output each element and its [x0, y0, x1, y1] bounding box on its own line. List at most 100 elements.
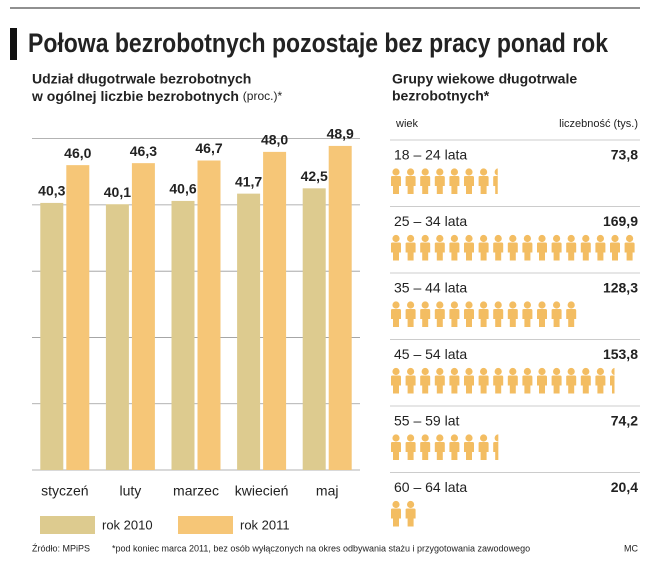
person-icon [478, 168, 489, 194]
author: MC [624, 543, 638, 553]
x-tick-label: luty [120, 483, 142, 499]
legend-label: rok 2011 [240, 517, 290, 532]
person-icon [566, 301, 577, 327]
column-header: wiek [395, 118, 419, 130]
person-icon [434, 367, 445, 394]
person-icon [624, 234, 635, 261]
person-icon [507, 301, 518, 327]
value-label: 40,3 [38, 183, 65, 199]
bar [40, 202, 64, 470]
person-icon [478, 234, 489, 261]
value-label: 20,4 [611, 479, 638, 495]
person-icon [478, 434, 489, 460]
x-tick-label: marzec [173, 483, 219, 499]
person-icon [478, 301, 489, 327]
title-marker [10, 28, 17, 60]
person-icon [449, 234, 460, 261]
value-label: 40,1 [104, 184, 131, 200]
legend-label: rok 2010 [102, 517, 153, 532]
person-icon [391, 234, 401, 261]
value-label: 73,8 [611, 147, 638, 163]
person-icon [405, 434, 416, 460]
x-tick-label: kwiecień [235, 483, 289, 499]
person-icon [566, 367, 577, 394]
person-icon [507, 367, 518, 394]
value-label: 42,5 [301, 168, 328, 184]
person-icon [464, 168, 474, 194]
value-label: 46,0 [64, 145, 91, 161]
person-icon [434, 301, 445, 327]
source: Źródło: MPiPS [32, 543, 90, 553]
person-icon [449, 301, 460, 327]
person-icon [537, 234, 547, 261]
category-label: 35 – 44 lata [394, 280, 467, 296]
person-icon [405, 500, 416, 527]
category-label: 18 – 24 lata [394, 147, 467, 163]
bar [105, 204, 129, 471]
pictogram-row [391, 500, 430, 527]
value-label: 48,0 [261, 132, 288, 148]
pictogram-row [391, 367, 615, 394]
person-icon [566, 234, 577, 261]
note: *pod koniec marca 2011, bez osób wyłączo… [112, 543, 530, 553]
value-label: 74,2 [611, 413, 638, 429]
value-label: 46,7 [195, 140, 222, 156]
person-icon [449, 434, 460, 460]
person-icon [434, 168, 445, 194]
pictogram-row [391, 434, 499, 460]
person-icon [522, 234, 533, 261]
value-label: 41,7 [235, 173, 262, 189]
bar [66, 165, 90, 470]
value-label: 46,3 [130, 143, 157, 159]
category-label: 55 – 59 lat [394, 413, 459, 429]
person-icon [420, 367, 431, 394]
person-icon [391, 168, 401, 194]
pictogram-row [391, 234, 635, 261]
person-icon [391, 500, 401, 527]
person-icon [493, 168, 498, 194]
person-icon [493, 234, 504, 261]
chart-title-line: w ogólnej liczbie bezrobotnych [31, 88, 239, 104]
person-icon [464, 301, 474, 327]
person-icon [522, 367, 533, 394]
person-icon [595, 367, 606, 394]
person-icon [551, 367, 562, 394]
person-icon [537, 301, 547, 327]
bar [237, 193, 261, 470]
bar [302, 188, 326, 471]
person-icon [434, 234, 445, 261]
bar [197, 160, 221, 470]
person-icon [595, 234, 606, 261]
pictogram-row [391, 168, 498, 194]
page-title: Połowa bezrobotnych pozostaje bez pracy … [28, 28, 609, 58]
person-icon [551, 301, 562, 327]
category-label: 60 – 64 lata [394, 479, 467, 495]
category-label: 25 – 34 lata [394, 213, 467, 229]
value-label: 169,9 [603, 213, 638, 229]
chart-title: Udział długotrwale bezrobotnych [32, 71, 251, 87]
person-icon [405, 367, 416, 394]
bar [263, 151, 287, 470]
bar [328, 145, 352, 470]
person-icon [493, 367, 504, 394]
person-icon [610, 367, 615, 394]
value-label: 153,8 [603, 346, 638, 362]
bar [131, 163, 155, 470]
category-label: 45 – 54 lata [394, 346, 467, 362]
x-tick-label: maj [316, 483, 339, 499]
person-icon [420, 501, 430, 527]
pictogram-row [391, 301, 577, 327]
value-label: 40,6 [169, 181, 196, 197]
person-icon [464, 367, 474, 394]
unit: (proc.)* [243, 89, 283, 103]
chart-title: w ogólnej liczbie bezrobotnych (proc.)* [31, 88, 282, 104]
person-icon [478, 367, 489, 394]
person-icon [522, 301, 533, 327]
person-icon [434, 434, 445, 460]
person-icon [507, 234, 518, 261]
legend-swatch [40, 516, 95, 534]
person-icon [493, 434, 499, 460]
person-icon [464, 234, 474, 261]
